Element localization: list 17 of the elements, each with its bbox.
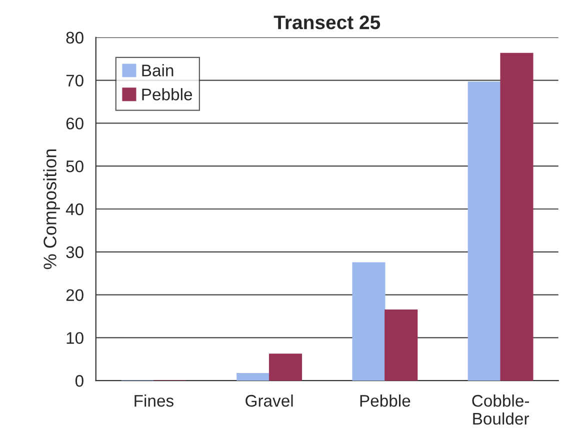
y-tick-label: 40 [66, 203, 84, 216]
legend-label: Pebble [142, 88, 192, 100]
y-tick-label: 0 [75, 375, 84, 387]
x-tick-label: Cobble- Boulder [472, 394, 529, 425]
legend-label: Bain [142, 64, 174, 76]
y-tick-label: 50 [66, 160, 84, 172]
y-axis-title: % Composition [43, 149, 60, 270]
y-tick-label: 80 [66, 32, 84, 44]
x-tick-label: Gravel [246, 394, 293, 407]
chart-title: Transect 25 [274, 15, 380, 30]
y-tick-label: 30 [66, 246, 84, 258]
y-tick-label: 60 [66, 118, 84, 130]
y-tick-label: 20 [66, 289, 84, 302]
x-tick-label: Pebble [360, 394, 410, 407]
y-tick-label: 10 [66, 332, 84, 344]
y-tick-label: 70 [66, 74, 84, 87]
x-tick-label: Fines [134, 394, 174, 407]
